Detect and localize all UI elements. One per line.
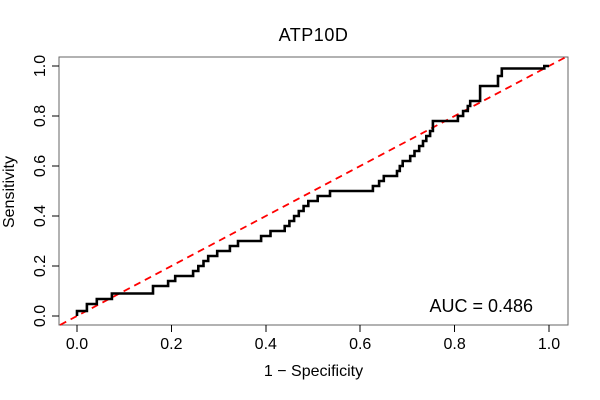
- x-tick-label: 1.0: [538, 336, 560, 353]
- y-tick-label: 0.4: [32, 205, 49, 227]
- y-tick-label: 0.8: [32, 105, 49, 127]
- auc-annotation: AUC = 0.486: [429, 296, 533, 316]
- plot-box-outline: [58, 56, 569, 326]
- y-tick-label: 1.0: [32, 55, 49, 77]
- roc-curve-path: [75, 64, 549, 316]
- x-tick-label: 0.6: [349, 336, 371, 353]
- y-tick-label: 0.0: [32, 305, 49, 327]
- chart-title: ATP10D: [278, 25, 349, 45]
- y-axis: 0.0 0.2 0.4 0.6 0.8 1.0: [32, 55, 59, 327]
- x-tick-label: 0.8: [443, 336, 465, 353]
- x-tick-label: 0.4: [255, 336, 277, 353]
- diagonal-reference-line: [59, 56, 567, 326]
- y-tick-label: 0.6: [32, 155, 49, 177]
- diagonal-line: [59, 56, 567, 326]
- plot-box: [58, 56, 569, 326]
- x-axis-label: 1 − Specificity: [263, 363, 364, 380]
- y-tick-label: 0.2: [32, 255, 49, 277]
- x-tick-label: 0.2: [160, 336, 182, 353]
- y-axis-label: Sensitivity: [1, 155, 18, 229]
- roc-curve: [75, 64, 549, 316]
- x-axis: 0.0 0.2 0.4 0.6 0.8 1.0: [66, 325, 560, 353]
- x-tick-label: 0.0: [66, 336, 88, 353]
